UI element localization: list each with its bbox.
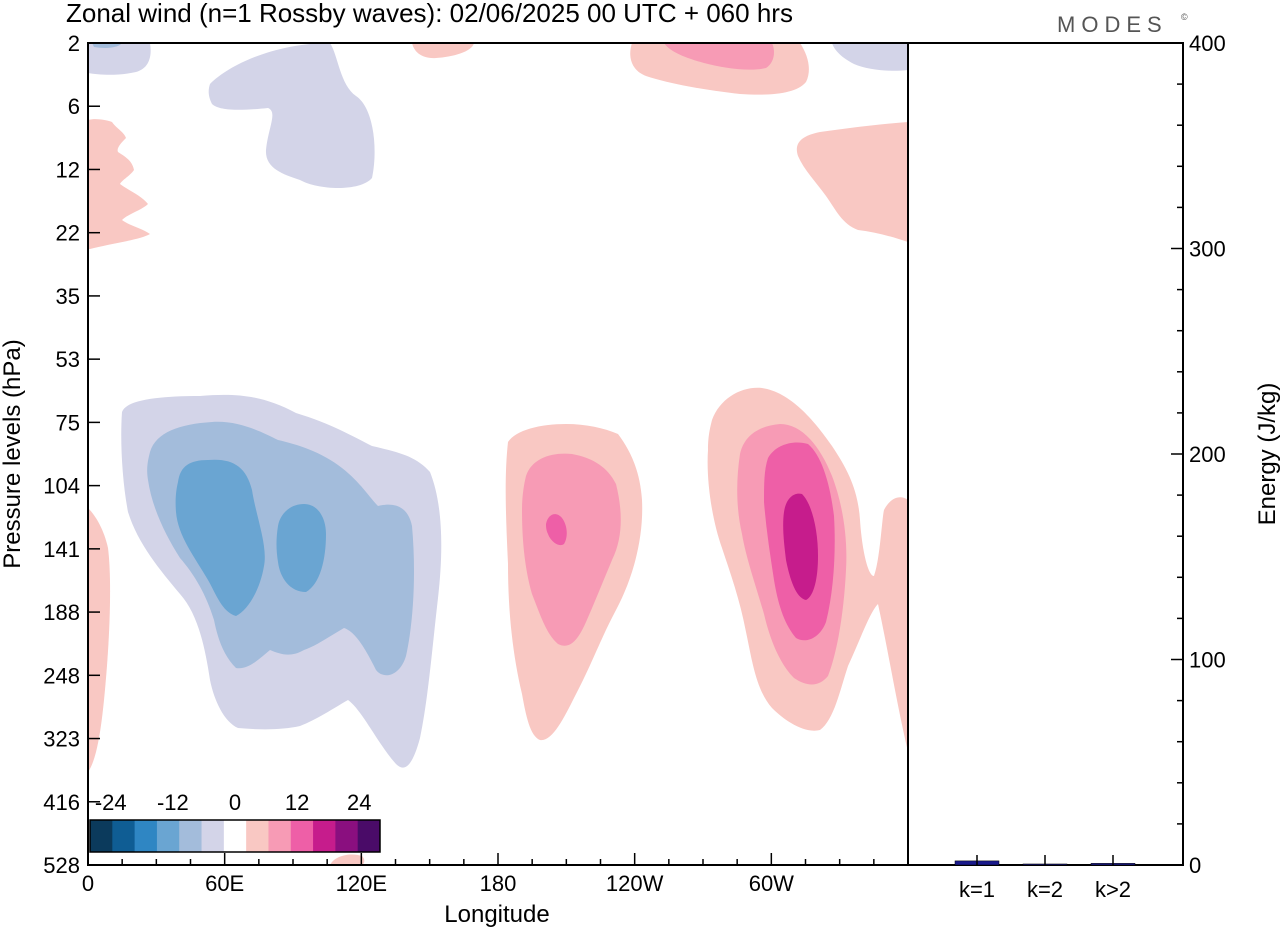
colorbar-swatch (223, 820, 247, 852)
x-tick-label: 180 (480, 871, 517, 896)
y-tick-label: 22 (56, 221, 80, 246)
x-tick-label: 60W (749, 871, 794, 896)
energy-category-label: k=1 (959, 877, 995, 902)
energy-panel-frame (907, 42, 1184, 866)
x-axis: 0 60E 120E 180 120W 60W (82, 853, 909, 896)
chart-title: Zonal wind (n=1 Rossby waves): 02/06/202… (66, 0, 793, 28)
colorbar-tick-label: 24 (347, 790, 371, 815)
y-tick-label: 2 (68, 31, 80, 56)
x-tick-label: 0 (82, 871, 94, 896)
colorbar-tick-label: -24 (95, 790, 127, 815)
y-axis-label: Pressure levels (hPa) (0, 339, 26, 568)
modes-logo: MODES © (1057, 12, 1188, 37)
energy-tick-label: 200 (1189, 442, 1226, 467)
pos-contour-top-right-inner (664, 43, 774, 70)
colorbar-swatch (246, 820, 269, 852)
colorbar-swatch (313, 820, 336, 852)
colorbar-tick-label: 12 (285, 790, 309, 815)
pos-contour-upper-left (88, 119, 150, 249)
energy-bars: k=1 k=2 k>2 (954, 855, 1136, 902)
brand-mark: © (1181, 12, 1188, 22)
colorbar-tick-label: 0 (229, 790, 241, 815)
colorbar-swatch (290, 820, 314, 852)
pos-contour-bottom-small (330, 854, 365, 865)
y-tick-label: 416 (43, 790, 80, 815)
neg-contour-main-core-b (276, 504, 326, 592)
colorbar-swatch (335, 820, 359, 852)
y-axis: 2 6 12 22 35 53 75 104 141 188 248 323 416 528 (43, 31, 100, 878)
neg-contour-topleft-inner (92, 43, 122, 48)
energy-tick-label: 100 (1189, 648, 1226, 673)
neg-contour-topleft (88, 43, 151, 75)
y-tick-label: 323 (43, 727, 80, 752)
pos-contour-top-mid (412, 43, 474, 59)
colorbar-swatch (134, 820, 158, 852)
y-tick-label: 53 (56, 347, 80, 372)
y-tick-label: 188 (43, 600, 80, 625)
colorbar-swatch (268, 820, 292, 852)
colorbar-tick-label: -12 (157, 790, 189, 815)
contour-field (88, 43, 908, 865)
energy-tick-label: 0 (1189, 853, 1201, 878)
neg-contour-top-right (832, 43, 908, 71)
energy-tick-label: 300 (1189, 237, 1226, 262)
x-tick-label: 120E (336, 871, 387, 896)
x-axis-label: Longitude (444, 901, 549, 928)
colorbar-swatch (179, 820, 203, 852)
y-tick-label: 104 (43, 474, 80, 499)
neg-contour-upper (208, 43, 375, 188)
energy-category-label: k=2 (1027, 877, 1063, 902)
pos-contour-right (796, 122, 908, 242)
neg-contour-main-core-a (175, 459, 265, 616)
pos-contour-mid-mid (522, 453, 621, 646)
energy-axis-label: Energy (J/kg) (1254, 383, 1280, 526)
y-tick-label: 12 (56, 157, 80, 182)
y-tick-label: 141 (43, 537, 80, 562)
pos-contour-bottom-left (88, 508, 111, 772)
pos-contour-right-core (783, 493, 818, 600)
y-tick-label: 75 (56, 410, 80, 435)
y-tick-label: 528 (43, 853, 80, 878)
colorbar-swatch (112, 820, 136, 852)
brand-text: MODES (1057, 12, 1168, 37)
colorbar-legend: -24 -12 0 12 24 (89, 790, 381, 853)
colorbar-swatch (201, 820, 225, 852)
y-tick-label: 35 (56, 284, 80, 309)
colorbar-frame (89, 819, 381, 853)
x-tick-label: 60E (205, 871, 244, 896)
pos-contour-mid-core (546, 514, 567, 546)
colorbar-swatch (357, 820, 381, 852)
y-tick-label: 248 (43, 663, 80, 688)
colorbar-swatch (90, 820, 113, 852)
energy-category-label: k>2 (1095, 877, 1131, 902)
colorbar-swatch (156, 820, 180, 852)
energy-axis: 0 100 200 300 400 (1171, 31, 1226, 878)
energy-tick-label: 400 (1189, 31, 1226, 56)
y-tick-label: 6 (68, 94, 80, 119)
x-tick-label: 120W (606, 871, 664, 896)
